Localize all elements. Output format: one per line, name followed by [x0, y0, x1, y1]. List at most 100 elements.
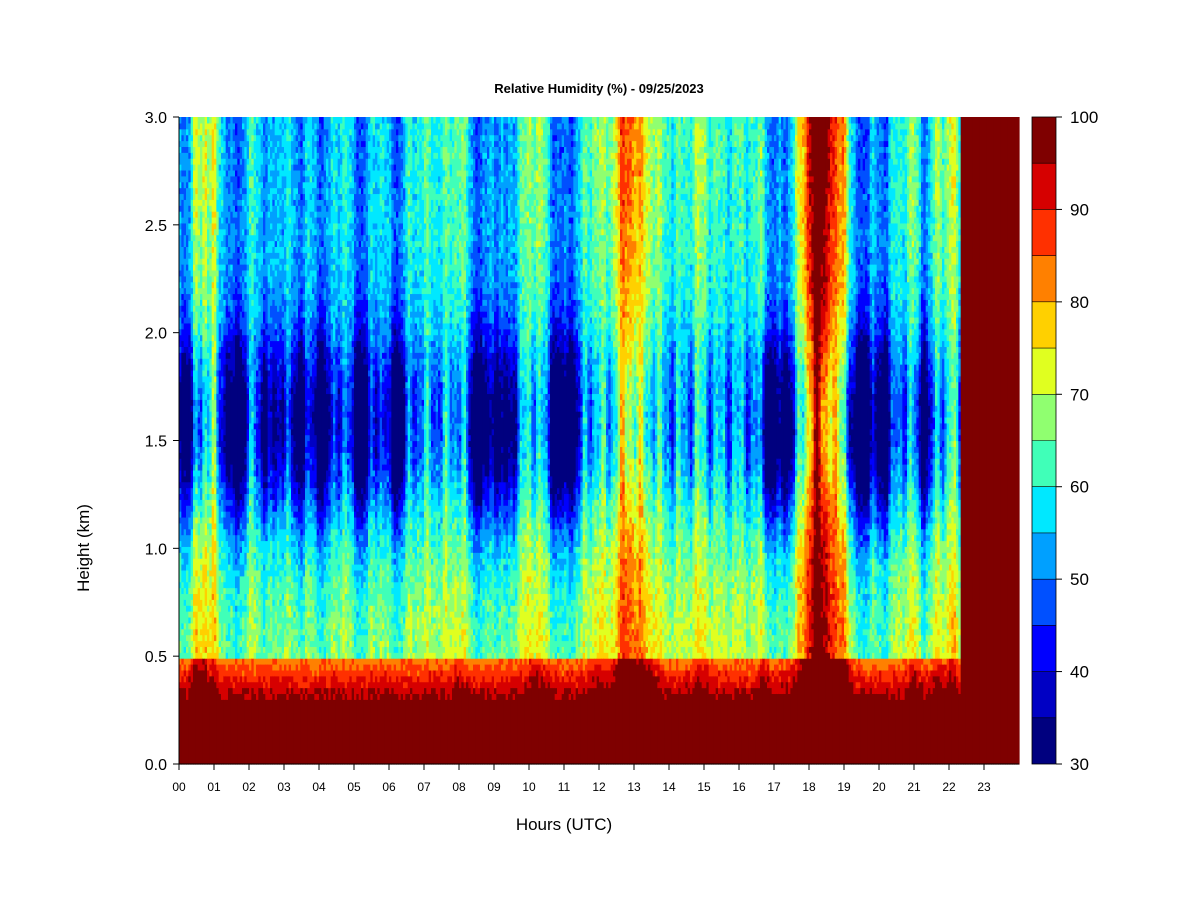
- heatmap-cell: [223, 234, 227, 247]
- heatmap-cell: [316, 346, 320, 359]
- heatmap-cell: [204, 364, 208, 377]
- heatmap-cell: [190, 540, 194, 577]
- heatmap-cell: [249, 699, 252, 765]
- heatmap-cell: [279, 246, 283, 259]
- heatmap-cell: [323, 369, 327, 483]
- heatmap-cell: [202, 193, 206, 200]
- heatmap-cell: [242, 234, 245, 242]
- heatmap-cell: [281, 199, 285, 230]
- heatmap-cell: [312, 381, 315, 395]
- heatmap-cell: [286, 634, 290, 647]
- heatmap-cell: [228, 499, 231, 506]
- heatmap-cell: [244, 146, 248, 159]
- heatmap-cell: [293, 134, 297, 165]
- heatmap-cell: [200, 511, 203, 518]
- heatmap-cell: [195, 452, 199, 459]
- heatmap-cell: [284, 228, 287, 247]
- heatmap-cell: [228, 322, 231, 342]
- heatmap-cell: [211, 428, 215, 453]
- heatmap-cell: [330, 322, 334, 330]
- heatmap-cell: [207, 122, 210, 130]
- heatmap-cell: [344, 117, 348, 136]
- heatmap-cell: [286, 334, 290, 342]
- heatmap-cell: [235, 299, 238, 306]
- heatmap-cell: [258, 611, 262, 636]
- heatmap-cell: [302, 611, 306, 630]
- heatmap-cell: [193, 164, 196, 171]
- heatmap-cell: [277, 675, 280, 695]
- heatmap-cell: [230, 328, 234, 342]
- heatmap-cell: [281, 381, 285, 389]
- heatmap-cell: [256, 411, 259, 418]
- heatmap-cell: [314, 216, 318, 230]
- heatmap-cell: [295, 516, 299, 530]
- heatmap-cell: [244, 687, 248, 695]
- heatmap-cell: [193, 628, 196, 642]
- heatmap-cell: [274, 469, 278, 477]
- heatmap-cell: [286, 293, 290, 300]
- heatmap-cell: [340, 369, 343, 406]
- heatmap-cell: [321, 616, 325, 624]
- heatmap-cell: [342, 340, 346, 347]
- heatmap-cell: [354, 117, 357, 124]
- heatmap-cell: [195, 369, 199, 400]
- heatmap-cell: [253, 475, 257, 483]
- heatmap-cell: [316, 558, 320, 571]
- heatmap-cell: [270, 346, 273, 353]
- heatmap-cell: [179, 352, 182, 377]
- heatmap-cell: [335, 587, 339, 600]
- heatmap-cell: [179, 234, 182, 271]
- heatmap-cell: [183, 546, 187, 553]
- heatmap-cell: [186, 128, 189, 136]
- heatmap-cell: [230, 311, 234, 318]
- heatmap-cell: [284, 569, 287, 577]
- heatmap-cell: [197, 575, 201, 583]
- heatmap-cell: [333, 464, 336, 471]
- heatmap-cell: [239, 146, 243, 159]
- heatmap-cell: [214, 311, 217, 342]
- heatmap-cell: [302, 169, 306, 177]
- heatmap-cell: [239, 281, 243, 295]
- heatmap-cell: [272, 669, 276, 677]
- heatmap-cell: [244, 658, 248, 665]
- heatmap-cell: [263, 134, 266, 142]
- heatmap-cell: [300, 216, 304, 224]
- heatmap-cell: [349, 158, 353, 165]
- heatmap-cell: [188, 117, 192, 124]
- heatmap-cell: [251, 658, 255, 683]
- heatmap-cell: [288, 222, 292, 242]
- heatmap-cell: [267, 334, 271, 342]
- heatmap-cell: [314, 269, 318, 283]
- heatmap-cell: [286, 687, 290, 695]
- heatmap-cell: [347, 493, 350, 512]
- heatmap-cell: [316, 687, 320, 695]
- heatmap-cell: [272, 511, 276, 518]
- heatmap-cell: [309, 375, 313, 389]
- heatmap-cell: [267, 216, 271, 242]
- heatmap-cell: [263, 664, 266, 677]
- heatmap-cell: [228, 205, 231, 212]
- heatmap-cell: [246, 505, 250, 518]
- heatmap-cell: [188, 187, 192, 206]
- heatmap-cell: [265, 369, 269, 477]
- heatmap-cell: [312, 164, 315, 171]
- heatmap-cell: [284, 452, 287, 459]
- heatmap-cell: [190, 346, 194, 353]
- heatmap-cell: [211, 581, 215, 595]
- heatmap-cell: [302, 552, 306, 559]
- heatmap-cell: [279, 234, 283, 242]
- heatmap-cell: [260, 581, 264, 589]
- heatmap-cell: [186, 605, 189, 612]
- heatmap-cell: [309, 669, 313, 683]
- heatmap-cell: [265, 275, 269, 324]
- heatmap-cell: [342, 316, 346, 330]
- heatmap-cell: [211, 499, 215, 506]
- heatmap-cell: [193, 475, 196, 483]
- heatmap-cell: [288, 158, 292, 171]
- heatmap-cell: [349, 193, 353, 212]
- heatmap-cell: [202, 658, 206, 665]
- heatmap-cell: [221, 346, 224, 377]
- heatmap-cell: [251, 334, 255, 342]
- heatmap-cell: [342, 416, 346, 430]
- heatmap-cell: [239, 575, 243, 600]
